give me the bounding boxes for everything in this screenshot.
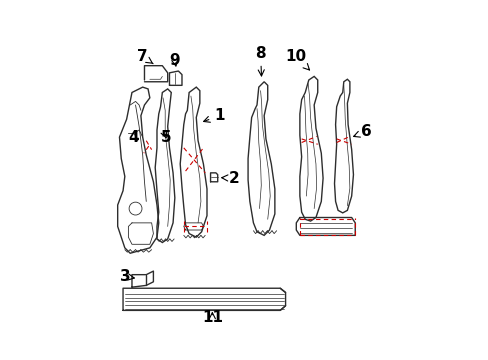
Text: 5: 5 [160,130,171,145]
Text: 3: 3 [119,269,134,284]
Text: 9: 9 [169,53,180,68]
Text: 1: 1 [203,108,224,123]
Text: 10: 10 [285,49,309,70]
Text: 2: 2 [221,171,239,186]
Text: 8: 8 [255,46,265,76]
Text: 7: 7 [137,49,153,64]
Text: 11: 11 [202,310,223,325]
Text: 6: 6 [353,124,370,139]
Text: 4: 4 [128,130,139,145]
